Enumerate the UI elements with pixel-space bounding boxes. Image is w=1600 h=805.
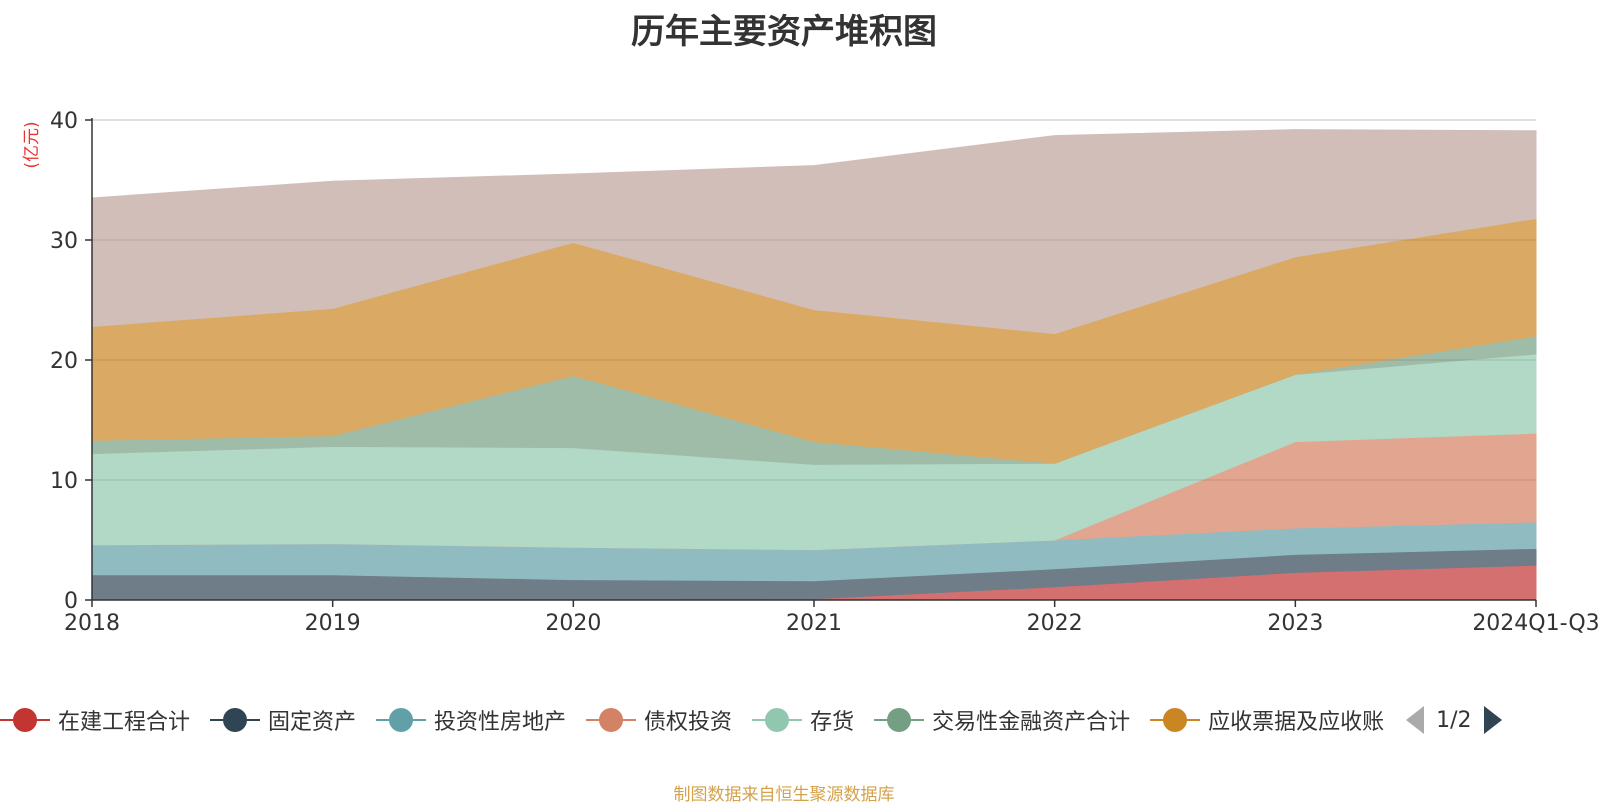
area-series-7 bbox=[91, 129, 1537, 335]
legend-label: 存货 bbox=[810, 710, 855, 735]
legend-label: 在建工程合计 bbox=[58, 710, 191, 735]
y-tick-label-10: 10 bbox=[50, 469, 78, 494]
x-tick-label-0: 2018 bbox=[64, 611, 120, 636]
legend-item-4[interactable]: 存货 bbox=[752, 704, 854, 736]
x-tick-label-5: 2023 bbox=[1267, 611, 1323, 636]
legend-label: 债权投资 bbox=[644, 710, 733, 735]
legend-item-3[interactable]: 债权投资 bbox=[586, 704, 732, 736]
legend-page-indicator: 1/2 bbox=[1436, 707, 1472, 733]
legend-item-5[interactable]: 交易性金融资产合计 bbox=[874, 704, 1130, 736]
areas-layer bbox=[91, 129, 1537, 601]
legend-label: 投资性房地产 bbox=[434, 710, 567, 735]
legend-next-page-icon[interactable] bbox=[1483, 706, 1502, 734]
x-tick-label-6: 2024Q1-Q3 bbox=[1472, 611, 1599, 636]
y-tick-label-40: 40 bbox=[50, 109, 78, 134]
x-tick-label-2: 2020 bbox=[545, 611, 601, 636]
legend-marker-icon bbox=[376, 708, 427, 732]
legend-label: 交易性金融资产合计 bbox=[932, 710, 1131, 735]
legend-label: 应收票据及应收账 bbox=[1208, 710, 1385, 735]
chart-title: 历年主要资产堆积图 bbox=[631, 12, 937, 52]
y-axis-label: (亿元) bbox=[22, 121, 42, 168]
grid-layer bbox=[92, 119, 1536, 481]
x-tick-label-1: 2019 bbox=[305, 611, 361, 636]
legend-label: 固定资产 bbox=[268, 710, 357, 735]
legend-marker-icon bbox=[0, 708, 50, 732]
legend-marker-icon bbox=[874, 708, 925, 732]
x-tick-label-3: 2021 bbox=[786, 611, 842, 636]
y-tick-label-20: 20 bbox=[50, 349, 78, 374]
legend-item-1[interactable]: 固定资产 bbox=[210, 704, 356, 736]
y-tick-label-30: 30 bbox=[50, 229, 78, 254]
x-tick-label-4: 2022 bbox=[1027, 611, 1083, 636]
legend-pager: 1/2 bbox=[1406, 706, 1502, 734]
legend-marker-icon bbox=[586, 708, 637, 732]
legend-item-0[interactable]: 在建工程合计 bbox=[0, 704, 190, 736]
axis-layer: 0 10 20 30 40 2018 2019 2020 2021 2022 2023 2024Q1-… bbox=[50, 109, 1600, 636]
legend-item-2[interactable]: 投资性房地产 bbox=[376, 704, 566, 736]
y-tick-label-0: 0 bbox=[64, 589, 78, 614]
legend-marker-icon bbox=[210, 708, 261, 732]
legend-marker-icon bbox=[1150, 708, 1201, 732]
legend-prev-page-icon[interactable] bbox=[1406, 706, 1425, 734]
legend: 在建工程合计 固定资产 投资性房地产 债权投资 存货 交易性金融资产合计 应收票据及应收账 1… bbox=[0, 700, 1600, 740]
legend-item-6[interactable]: 应收票据及应收账 bbox=[1150, 704, 1384, 736]
legend-marker-icon bbox=[752, 708, 803, 732]
source-note: 制图数据来自恒生聚源数据库 bbox=[673, 785, 895, 805]
chart-plot: 0 10 20 30 40 2018 2019 2020 2021 2022 2023 2024Q1-… bbox=[22, 109, 1600, 636]
